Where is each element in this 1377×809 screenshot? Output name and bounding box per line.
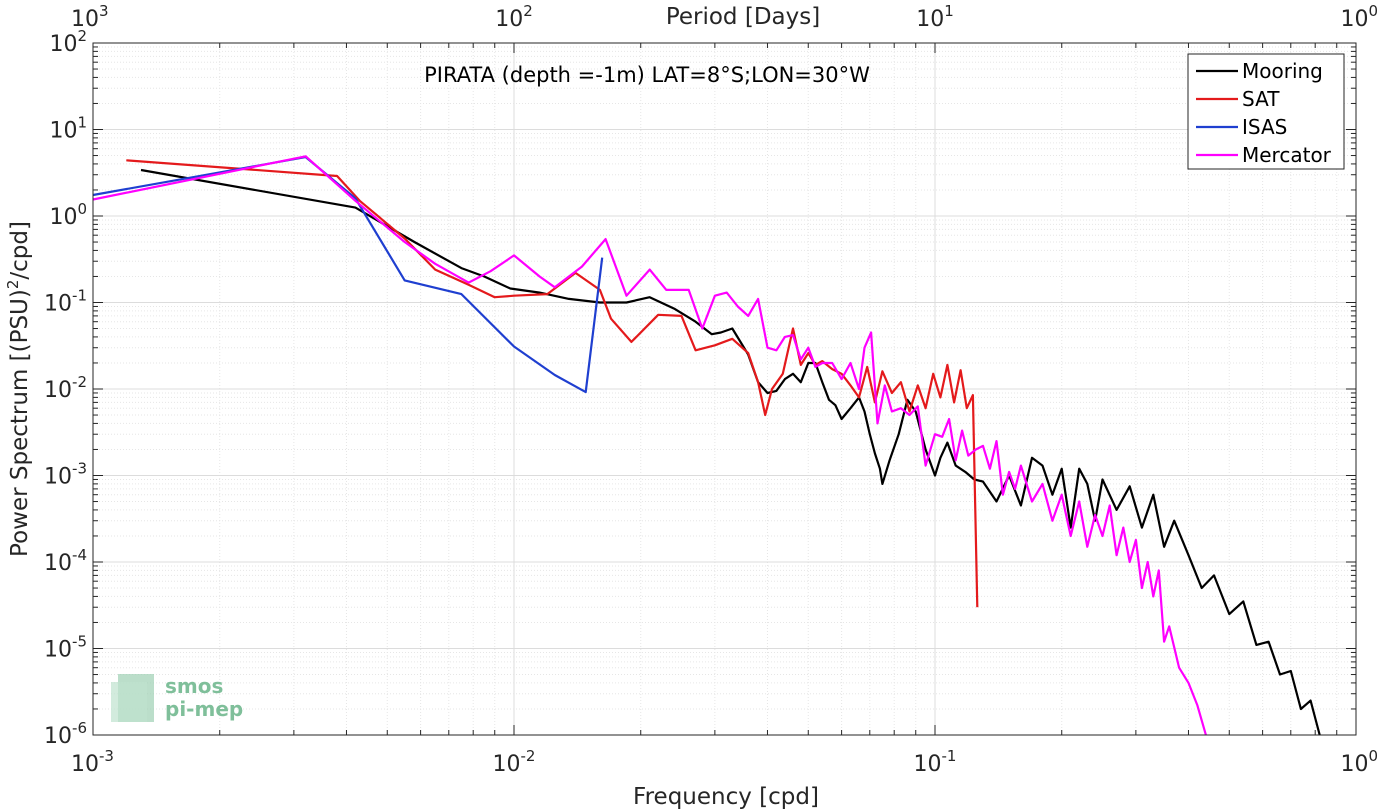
y-tick-label-base: 10 — [44, 638, 72, 663]
top-tick-label-base: 10 — [1340, 7, 1368, 32]
top-tick-label: 103 — [71, 2, 109, 32]
y-axis-title-part2: /cpd] — [7, 221, 33, 280]
top-tick-label-exp: 1 — [944, 2, 954, 20]
y-tick-label-exp: -1 — [72, 287, 87, 305]
top-tick-label-base: 10 — [916, 7, 944, 32]
y-tick-label-exp: -2 — [72, 373, 87, 391]
watermark-logo: smos pi-mep — [111, 674, 243, 722]
top-tick-label-base: 10 — [71, 7, 99, 32]
x-tick-label-exp: -3 — [99, 747, 114, 765]
logo-text-line1: smos — [165, 674, 223, 698]
x-tick-label-exp: 0 — [1368, 747, 1377, 765]
x-axis-title: Frequency [cpd] — [633, 784, 819, 809]
y-tick-label-exp: 1 — [77, 114, 87, 132]
top-tick-label-base: 10 — [495, 7, 523, 32]
series-lines — [92, 155, 1321, 736]
legend-label-isas: ISAS — [1242, 115, 1287, 139]
logo-mark-front — [111, 682, 147, 722]
y-tick-label: 10-4 — [44, 546, 87, 576]
y-tick-label-base: 10 — [44, 292, 72, 317]
legend: Mooring SAT ISAS Mercator — [1187, 53, 1345, 170]
x-tick-label: 10-3 — [71, 747, 114, 777]
x-tick-label-base: 10 — [71, 752, 99, 777]
series-line-mercator — [92, 155, 1207, 736]
legend-label-sat: SAT — [1242, 87, 1280, 111]
y-axis-title: Power Spectrum [(PSU)2/cpd] — [4, 221, 33, 557]
top-tick-label-exp: 3 — [99, 2, 109, 20]
y-tick-label-exp: 0 — [77, 200, 87, 218]
grid-lines — [92, 43, 1356, 736]
y-tick-label-exp: -4 — [72, 546, 87, 564]
y-tick-label: 101 — [49, 114, 87, 144]
top-tick-label: 100 — [1340, 2, 1377, 32]
y-tick-label-exp: -5 — [72, 633, 87, 651]
y-tick-label: 10-2 — [44, 373, 87, 403]
top-axis-title: Period [Days] — [666, 4, 820, 30]
x-tick-label: 10-2 — [493, 747, 536, 777]
top-tick-label: 101 — [916, 2, 954, 32]
y-tick-label: 100 — [49, 200, 87, 230]
y-tick-label-base: 10 — [44, 465, 72, 490]
y-tick-label-base: 10 — [49, 119, 77, 144]
chart-title: PIRATA (depth =-1m) LAT=8°S;LON=30°W — [424, 63, 870, 87]
axis-ticks — [92, 42, 1357, 736]
legend-label-mooring: Mooring — [1242, 59, 1323, 83]
top-tick-label-exp: 0 — [1368, 2, 1377, 20]
x-tick-label: 100 — [1340, 747, 1377, 777]
y-tick-label-base: 10 — [44, 724, 72, 749]
x-tick-label-base: 10 — [1340, 752, 1368, 777]
y-tick-label: 10-3 — [44, 460, 87, 490]
logo-text-line2: pi-mep — [165, 697, 243, 721]
y-tick-label-exp: 2 — [77, 27, 87, 45]
y-tick-label: 102 — [49, 27, 87, 57]
legend-box — [1187, 53, 1345, 170]
y-tick-label-base: 10 — [44, 551, 72, 576]
y-tick-label-base: 10 — [49, 205, 77, 230]
y-tick-label: 10-6 — [44, 719, 87, 749]
y-tick-label: 10-1 — [44, 287, 87, 317]
x-tick-label-base: 10 — [914, 752, 942, 777]
y-tick-label-base: 10 — [44, 378, 72, 403]
y-tick-label-base: 10 — [49, 32, 77, 57]
y-axis-title-part1: Power Spectrum [(PSU) — [7, 289, 33, 557]
y-axis-title-sup: 2 — [4, 280, 22, 290]
y-tick-label: 10-5 — [44, 633, 87, 663]
top-tick-label-exp: 2 — [523, 2, 533, 20]
top-tick-label: 102 — [495, 2, 533, 32]
x-tick-label: 10-1 — [914, 747, 957, 777]
x-tick-label-base: 10 — [493, 752, 521, 777]
x-tick-label-exp: -1 — [942, 747, 957, 765]
y-tick-label-exp: -3 — [72, 460, 87, 478]
x-tick-label-exp: -2 — [521, 747, 536, 765]
legend-label-mercator: Mercator — [1242, 143, 1332, 167]
y-tick-label-exp: -6 — [72, 719, 87, 737]
